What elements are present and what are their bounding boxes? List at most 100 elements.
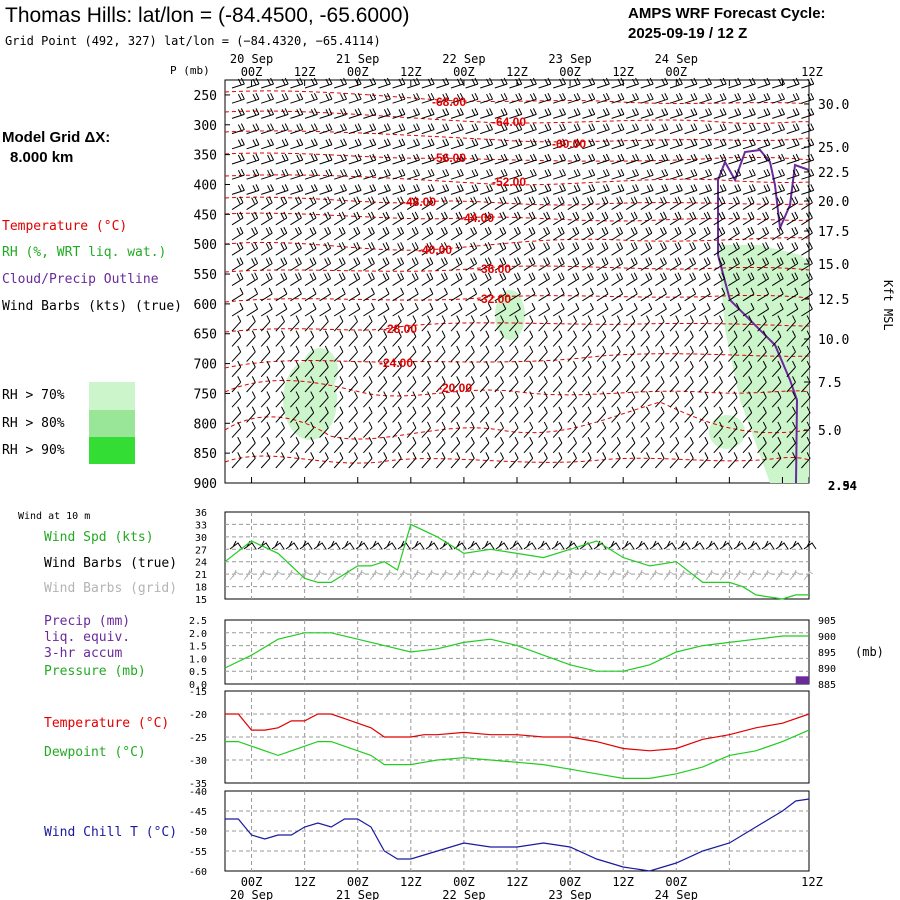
wind-barb: [275, 376, 285, 393]
wind-barb: [421, 92, 435, 104]
wind-barb: [684, 196, 697, 211]
wind-barb: [625, 452, 636, 469]
wind-barb: [407, 184, 421, 195]
wind-barb: [333, 287, 346, 302]
wind-barb-grid: [285, 569, 296, 581]
wind-barb: [407, 77, 421, 89]
wind-tick-label: 33: [195, 520, 207, 531]
wind-barb: [377, 184, 391, 195]
wind-barb: [246, 77, 260, 89]
wind-barb: [669, 196, 682, 211]
wind-barb: [582, 196, 594, 211]
wind-barb: [698, 421, 709, 438]
wind-barb: [742, 406, 753, 423]
wind-barb: [275, 257, 288, 271]
wind-barb: [611, 153, 625, 165]
wind-barb: [246, 123, 260, 135]
wind-barb: [377, 123, 391, 135]
wind-barb: [567, 302, 580, 317]
wind-barb: [436, 391, 446, 408]
wind-barb: [523, 436, 534, 454]
wind-barb: [640, 168, 654, 180]
wind-barb: [523, 360, 534, 378]
wind-barb: [538, 138, 552, 150]
wind-barb: [742, 211, 755, 226]
wind-barb: [494, 138, 508, 150]
wind-barb: [275, 421, 285, 438]
wind-10m-title: Wind at 10 m: [18, 511, 90, 522]
wind-barb: [582, 77, 596, 89]
wind-barb: [713, 123, 727, 135]
wind-barb: [582, 108, 596, 119]
wind-barb: [728, 302, 740, 317]
wind-barb: [231, 184, 245, 195]
wind-barb: [655, 391, 665, 408]
cloud-outline: [717, 148, 810, 484]
wind-barb: [596, 315, 607, 332]
top-time-tick-label: 12Z: [294, 65, 316, 79]
wind-barb: [333, 302, 346, 317]
height-tick-label: 12.5: [818, 293, 849, 308]
top-time-tick-label: 00Z: [559, 65, 581, 79]
wind-barb: [363, 376, 373, 393]
wind-barb: [319, 452, 329, 469]
wind-barb: [669, 168, 683, 180]
wind-barb: [304, 421, 315, 438]
wind-barb: [786, 211, 799, 226]
wind-barb: [246, 272, 259, 287]
wind-barb: [261, 153, 275, 165]
bottom-time-tick-label: 00Z: [241, 875, 263, 889]
wind-barb: [290, 138, 304, 150]
wind-barb: [363, 421, 373, 438]
wind-barb: [538, 330, 548, 347]
isotherm-label: -36.00: [477, 262, 511, 276]
wind-barb: [596, 406, 607, 423]
wind-barb: [684, 168, 698, 180]
wind-barb: [377, 330, 388, 347]
wind-barb: [801, 376, 811, 393]
wind-barb: [684, 226, 697, 241]
wind-barb: [421, 138, 435, 150]
wind-barb: [567, 391, 577, 408]
wind-barb: [728, 345, 738, 362]
wind-barb: [319, 77, 333, 89]
wind-barb: [436, 211, 448, 226]
wind-barb: [713, 226, 726, 241]
wind-barb: [465, 123, 479, 135]
wind-barb: [348, 330, 358, 347]
grid-point-subtitle: Grid Point (492, 327) lat/lon = (−84.432…: [5, 34, 381, 48]
wind-barb: [596, 452, 607, 469]
chill-tick-label: -45: [189, 807, 207, 818]
legend-rh80: RH > 80%: [2, 416, 65, 431]
wind-barb: [640, 184, 654, 195]
wind-barb: [450, 108, 464, 119]
wind-barb: [698, 287, 711, 302]
wind-barb: [392, 391, 402, 408]
wind-barb: [494, 330, 504, 347]
wind-barb: [421, 302, 434, 317]
wind-barb: [348, 360, 358, 378]
wind-barb: [786, 123, 800, 135]
wind-barb: [698, 330, 709, 347]
wind-barb: [771, 391, 782, 408]
wind-barb: [626, 77, 640, 89]
wind-barb: [625, 345, 636, 362]
wind-barb-grid: [663, 569, 674, 581]
wind-barb: [611, 436, 621, 454]
wind-barb: [786, 452, 796, 469]
wind-barb-grid: [719, 569, 730, 581]
wind-barb: [290, 302, 302, 317]
wind-barb: [348, 436, 358, 454]
wind-barb: [801, 330, 811, 347]
precip-tick-label: 0.5: [189, 667, 207, 678]
wind-barb: [392, 452, 402, 469]
wind-barb: [465, 287, 478, 302]
wind-barb: [348, 153, 362, 165]
wind-barb: [538, 153, 552, 165]
wind-barb: [436, 77, 450, 89]
wind-barb: [494, 360, 504, 378]
height-axis-title: Kft MSL: [881, 280, 895, 331]
pressure-tick-label-right: 900: [818, 632, 836, 643]
wind-barb: [728, 452, 738, 469]
wind-barb: [728, 211, 740, 226]
